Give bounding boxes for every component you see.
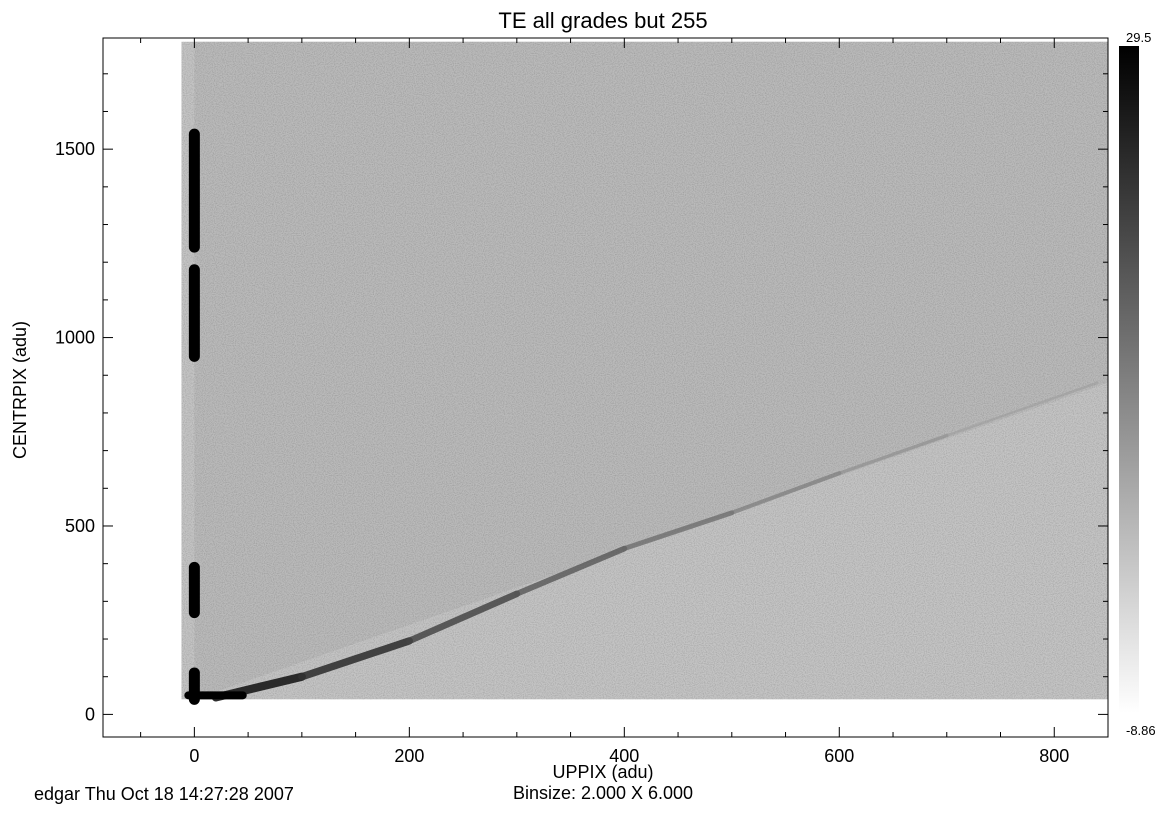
x-tick-label: 200 [394,746,424,766]
ridge-segment [298,637,414,681]
y-axis-label: CENTRPIX (adu) [10,321,30,459]
x-axis: 0 200 400 600 800 [140,38,1109,766]
y-tick-label: 1000 [55,328,95,348]
ridge-segment [513,545,628,597]
y-axis: 0 500 1000 1500 [55,73,1108,724]
noise-texture [181,41,1108,700]
colorbar-min-label: -8.86 [1126,723,1156,738]
ridge-segment [621,510,735,552]
ridge-segment [406,590,521,645]
ridge-segment [729,471,842,515]
chart-title: TE all grades but 255 [498,8,707,33]
x-tick-label: 0 [189,746,199,766]
x-tick-label: 400 [609,746,639,766]
chart-subtitle: Binsize: 2.000 X 6.000 [513,783,693,803]
x-axis-label: UPPIX (adu) [552,762,653,782]
footer-stamp: edgar Thu Oct 18 14:27:28 2007 [34,784,294,804]
colorbar-max-label: 29.5 [1126,30,1151,45]
x-tick-label: 600 [824,746,854,766]
y-tick-label: 1500 [55,139,95,159]
plot-frame [102,37,1109,738]
x-tick-label: 800 [1039,746,1069,766]
y-tick-label: 0 [85,704,95,724]
ridge-segment [837,433,949,475]
heatmap-layer [181,41,1108,705]
ridge-segment [945,381,1099,437]
y-tick-label: 500 [65,516,95,536]
colorbar [1119,46,1139,713]
